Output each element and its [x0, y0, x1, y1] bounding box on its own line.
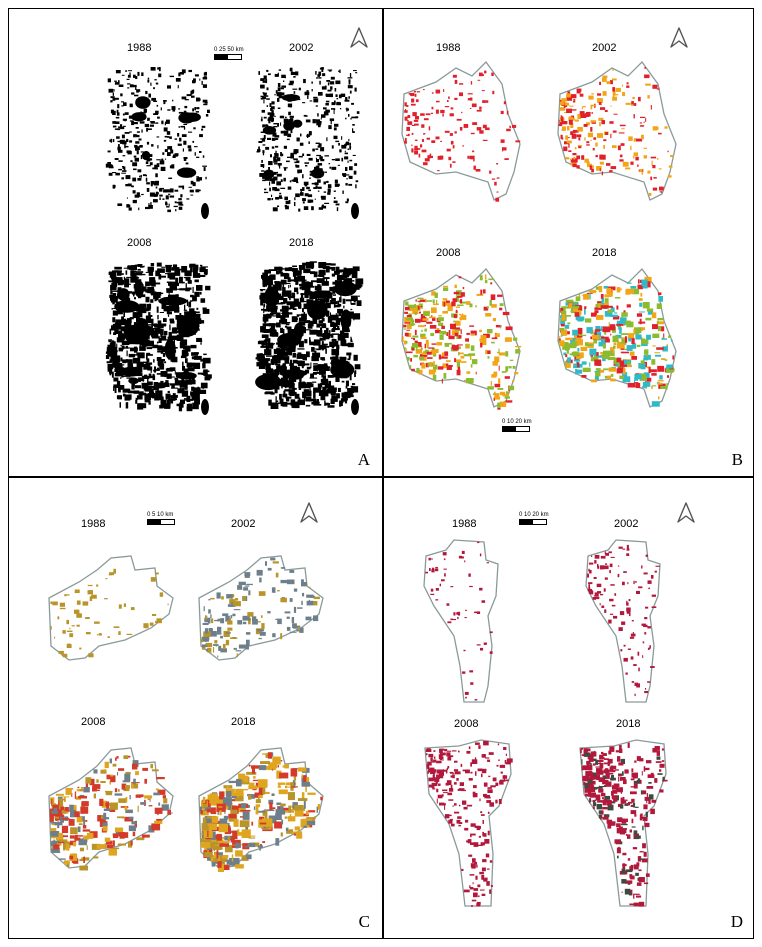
panel-c-letter: C — [358, 912, 370, 931]
panel-c-year-1988: 1988 — [81, 518, 106, 530]
panel-divider-horizontal — [9, 476, 753, 478]
panel-d-year-2002: 2002 — [614, 518, 639, 530]
panel-b-year-2008: 2008 — [436, 247, 461, 259]
panel-a-year-2002: 2002 — [289, 42, 314, 54]
panel-a-map-1988 — [105, 67, 210, 219]
panel-c-map-2018 — [198, 747, 324, 872]
panel-c-year-2008: 2008 — [81, 716, 106, 728]
panel-c-year-2002: 2002 — [231, 518, 256, 530]
panel-a-map-2002 — [256, 67, 360, 219]
panel-b-map-1988 — [401, 61, 521, 202]
panel-a-map-2018 — [255, 261, 365, 415]
panel-a-map-2008 — [105, 262, 215, 415]
panel-b-year-2002: 2002 — [592, 42, 617, 54]
panel-d-year-2018: 2018 — [616, 718, 641, 730]
panel-divider-vertical — [382, 9, 384, 938]
panel-b-map-2002 — [557, 61, 677, 201]
panel-d-letter: D — [730, 912, 743, 931]
panel-d: 1988 2002 2008 2018 0 10 20 km D — [384, 478, 755, 938]
north-arrow-icon — [670, 27, 688, 48]
panel-c-year-2018: 2018 — [231, 716, 256, 728]
panel-a: 1988 2002 2008 2018 0 25 50 km A — [9, 9, 382, 476]
panel-b-map-2008 — [401, 268, 522, 410]
panel-d-scale-bar: 0 10 20 km — [519, 512, 549, 525]
panel-d-map-2008 — [424, 739, 513, 907]
panel-d-year-1988: 1988 — [452, 518, 477, 530]
panel-c-scale-bar: 0 5 10 km — [147, 512, 175, 525]
panel-b: 1988 2002 2008 2018 0 10 20 km B — [384, 9, 755, 476]
panel-b-letter: B — [731, 450, 743, 469]
panel-c-map-2008 — [48, 747, 174, 871]
panel-d-map-2002 — [585, 539, 661, 703]
panel-b-year-2018: 2018 — [592, 247, 617, 259]
panel-c-map-2002 — [198, 555, 324, 661]
panel-d-year-2008: 2008 — [454, 718, 479, 730]
panel-a-scale-bar: 0 25 50 km — [214, 47, 244, 60]
panel-c: 1988 2002 2008 2018 0 5 10 km C — [9, 478, 382, 938]
panel-a-year-2018: 2018 — [289, 237, 314, 249]
panel-d-map-1988 — [423, 539, 499, 703]
north-arrow-icon — [350, 27, 368, 48]
panel-b-scale-bar: 0 10 20 km — [502, 419, 532, 432]
north-arrow-icon — [677, 502, 695, 523]
figure-frame: 1988 2002 2008 2018 0 25 50 km A 1988 20… — [8, 8, 754, 939]
north-arrow-icon — [300, 502, 318, 523]
panel-a-year-2008: 2008 — [127, 237, 152, 249]
panel-c-map-1988 — [48, 555, 174, 661]
panel-a-year-1988: 1988 — [127, 42, 152, 54]
panel-d-map-2018 — [579, 739, 668, 907]
panel-b-map-2018 — [557, 268, 677, 408]
panel-a-letter: A — [357, 450, 370, 469]
panel-b-year-1988: 1988 — [436, 42, 461, 54]
